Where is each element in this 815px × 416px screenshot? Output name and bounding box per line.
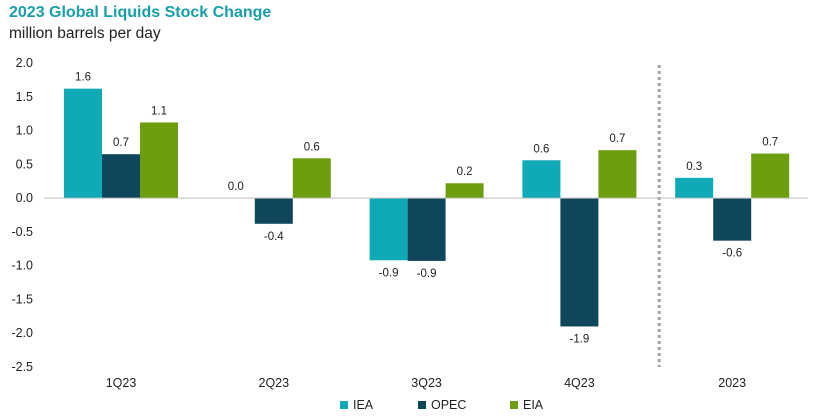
y-tick-label: -1.5 [11,292,33,306]
y-tick-label: 2.0 [16,56,33,70]
data-label: 0.7 [762,137,778,149]
legend-swatch [510,401,518,409]
y-tick-label: 1.0 [16,124,33,138]
category-label: 2023 [718,376,746,390]
y-tick-label: -1.0 [11,259,33,273]
legend-label: EIA [523,398,544,412]
data-label: -1.9 [569,333,589,345]
data-label: 0.3 [686,161,702,173]
bar-opec-2023 [713,198,752,241]
chart-title: 2023 Global Liquids Stock Change [9,4,272,21]
category-label: 1Q23 [106,376,137,390]
bar-iea-1q23 [64,88,102,199]
bar-eia-3q23 [445,183,484,199]
data-label: -0.9 [417,268,437,280]
legend-label: OPEC [431,398,467,412]
data-label: -0.6 [722,248,742,260]
bar-eia-1q23 [140,122,178,199]
bar-opec-1q23 [102,154,140,199]
category-label: 2Q23 [259,376,290,390]
data-label: 1.6 [75,72,91,84]
data-label: -0.4 [264,231,284,243]
legend-item-iea: IEA [340,398,373,412]
legend: IEA OPEC EIA [0,398,815,414]
data-label: 0.7 [609,133,625,145]
legend-item-eia: EIA [510,398,543,412]
bar-opec-3q23 [407,198,446,261]
data-label: 0.7 [113,137,129,149]
bar-eia-4q23 [598,150,637,199]
data-label: 0.2 [457,166,473,178]
category-label: 3Q23 [411,376,442,390]
data-label: 0.6 [533,143,549,155]
data-label: 0.6 [304,141,320,153]
bar-eia-2q23 [292,158,331,199]
bar-eia-2023 [751,153,790,199]
legend-swatch [340,401,348,409]
y-tick-label: 0.0 [16,191,33,205]
data-label: 0.0 [228,181,244,193]
bar-iea-4q23 [522,160,561,199]
y-tick-label: -0.5 [11,225,33,239]
bar-iea-3q23 [369,198,408,261]
data-label: -0.9 [379,267,399,279]
y-tick-label: -2.0 [11,326,33,340]
bar-opec-2q23 [254,198,293,224]
bar-iea-2023 [675,177,714,199]
y-tick-label: 0.5 [16,157,33,171]
y-tick-label: -2.5 [11,360,33,374]
data-label: 1.1 [151,105,167,117]
y-tick-label: 1.5 [16,90,33,104]
legend-item-opec: OPEC [418,398,466,412]
legend-label: IEA [353,398,374,412]
category-label: 4Q23 [564,376,595,390]
bar-chart: 2.0 1.5 1.0 0.5 0.0 -0.5 -1.0 -1.5 -2.0 -2.5 1.6 0.… [11,56,808,390]
bar-opec-4q23 [560,198,599,327]
legend-swatch [418,401,426,409]
chart-subtitle: million barrels per day [9,25,161,42]
